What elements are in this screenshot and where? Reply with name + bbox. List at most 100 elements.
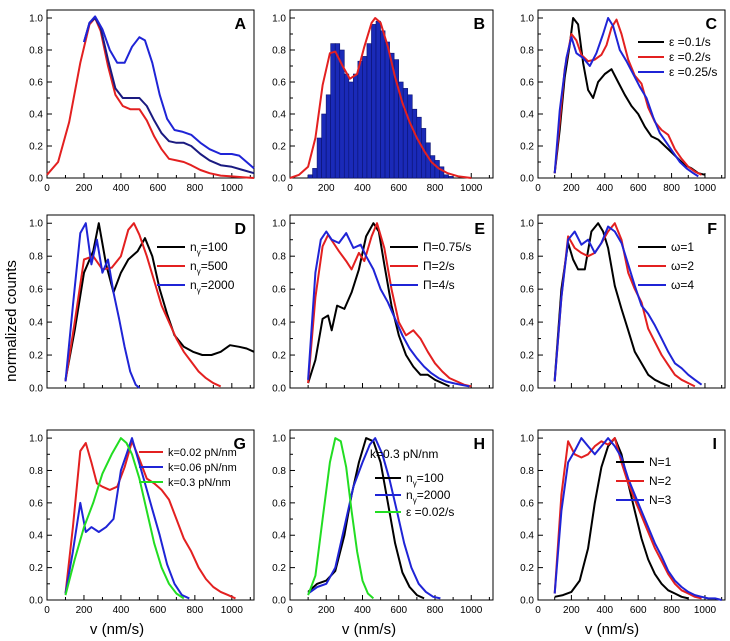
y-tick-label: 0.8	[520, 252, 534, 263]
histogram-bar	[330, 43, 336, 179]
histogram-bar	[325, 94, 331, 179]
panel-F: 0.0 0.2 0.4 0.6 0.8 1.0 Fω=1 ω=2 ω=4	[520, 214, 726, 395]
x-axis-label-col-2: v (nm/s)	[342, 621, 396, 638]
y-tick-label: 0.2	[29, 563, 43, 574]
histogram-bar	[307, 174, 313, 179]
legend-label: ω=4	[671, 278, 694, 292]
y-tick-label: 0.4	[520, 318, 534, 329]
y-tick-label: 1.0	[520, 14, 534, 25]
panel-letter: E	[474, 221, 485, 238]
y-tick-label: 0.0	[520, 384, 534, 395]
y-axis-label: normalized counts	[3, 260, 20, 382]
y-tick-label: 0.8	[272, 252, 286, 263]
y-tick-label: 1.0	[520, 219, 534, 230]
x-tick-label: 0	[44, 183, 50, 194]
x-axis-label-col-3: v (nm/s)	[585, 621, 639, 638]
series-line-3	[64, 222, 141, 389]
histogram-bar	[371, 24, 377, 179]
y-tick-label: 0.4	[29, 318, 43, 329]
x-tick-label: 200	[76, 605, 93, 616]
x-tick-label: 0	[44, 605, 50, 616]
y-tick-label: 0.2	[272, 142, 286, 153]
x-tick-label: 1000	[460, 605, 483, 616]
y-tick-label: 0.4	[29, 531, 43, 542]
y-tick-label: 0.6	[29, 78, 43, 89]
y-tick-label: 0.0	[272, 174, 286, 185]
panels: 0 200 400 600 800 1000 0.0 0.2 0.4 0.6 0.8 1.0 A 0 200…	[29, 9, 726, 616]
y-tick-label: 0.6	[29, 285, 43, 296]
y-tick-label: 0.2	[272, 351, 286, 362]
legend-label: N=2	[649, 474, 672, 488]
legend-label: k=0.06 pN/nm	[168, 462, 237, 474]
x-tick-label: 600	[150, 183, 167, 194]
y-tick-label: 0.8	[29, 46, 43, 57]
panel-letter: B	[473, 16, 485, 33]
y-tick-label: 0.6	[272, 285, 286, 296]
series-line-2	[64, 222, 222, 388]
x-tick-label: 1000	[460, 183, 483, 194]
x-tick-label: 600	[390, 183, 407, 194]
y-tick-label: 0.0	[520, 174, 534, 185]
y-tick-label: 0.6	[272, 498, 286, 509]
x-tick-label: 0	[287, 183, 293, 194]
x-tick-label: 800	[427, 183, 444, 194]
panel-letter: A	[234, 16, 246, 33]
legend-label: ω=1	[671, 240, 694, 254]
histogram-bar	[407, 94, 413, 179]
histogram-bar	[316, 137, 322, 179]
y-tick-label: 0.4	[29, 110, 43, 121]
y-tick-label: 0.2	[520, 142, 534, 153]
panel-frame	[46, 429, 255, 601]
y-tick-label: 0.8	[29, 466, 43, 477]
series-line-3	[64, 437, 185, 600]
series-line-3	[553, 225, 703, 386]
x-axis-label-col-1: v (nm/s)	[90, 621, 144, 638]
x-tick-label: 800	[663, 183, 680, 194]
x-tick-label: 400	[113, 183, 130, 194]
histogram-bar	[343, 73, 350, 179]
x-tick-label: 0	[535, 183, 541, 194]
series-line-1	[553, 222, 671, 388]
y-tick-label: 1.0	[29, 434, 43, 445]
series-line-2	[307, 222, 472, 388]
y-tick-label: 0.8	[520, 46, 534, 57]
legend-label: ω=2	[671, 259, 694, 273]
legend-label: N=1	[649, 455, 672, 469]
panel-G: 0 200 400 600 800 1000 0.0 0.2 0.4 0.6 0.8 1.0 Gk=0.…	[29, 429, 255, 616]
y-tick-label: 0.4	[272, 531, 286, 542]
y-tick-label: 0.2	[520, 351, 534, 362]
series-line-2	[307, 437, 441, 600]
y-tick-label: 0.0	[29, 174, 43, 185]
y-tick-label: 1.0	[29, 14, 43, 25]
x-tick-label: 1000	[221, 183, 244, 194]
x-tick-label: 600	[150, 605, 167, 616]
y-tick-label: 0.6	[29, 498, 43, 509]
y-tick-label: 0.2	[272, 563, 286, 574]
legend-label: k=0.02 pN/nm	[168, 447, 237, 459]
histogram-bar	[357, 60, 363, 179]
y-tick-label: 0.4	[520, 110, 534, 121]
panel-annotation: k=0.3 pN/nm	[370, 447, 438, 461]
series-line-1	[64, 222, 255, 380]
x-tick-label: 600	[630, 183, 647, 194]
histogram-bar	[430, 155, 436, 179]
x-tick-label: 400	[113, 605, 130, 616]
x-tick-label: 1000	[221, 605, 244, 616]
x-tick-label: 800	[187, 605, 204, 616]
y-tick-label: 0.4	[272, 318, 286, 329]
histogram-bar	[362, 56, 368, 179]
series-line-2	[83, 17, 255, 175]
x-tick-label: 600	[630, 605, 647, 616]
x-tick-label: 200	[76, 183, 93, 194]
x-tick-label: 400	[354, 605, 371, 616]
y-tick-label: 1.0	[272, 434, 286, 445]
panel-letter: I	[713, 436, 717, 453]
series-line-3	[553, 17, 699, 178]
series-line-3	[307, 437, 375, 600]
y-tick-label: 0.8	[520, 466, 534, 477]
legend-label: N=3	[649, 493, 672, 507]
histogram-bar	[439, 166, 445, 179]
histogram-bar	[448, 176, 454, 179]
legend-label: nγ=2000	[406, 488, 451, 505]
